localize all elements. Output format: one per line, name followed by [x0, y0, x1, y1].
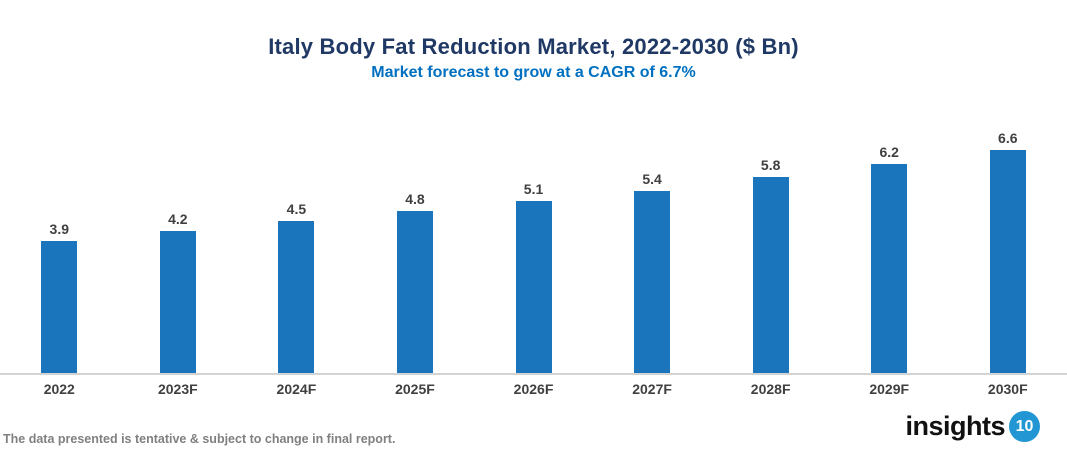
bar	[159, 231, 196, 373]
logo-text: insights	[905, 411, 1005, 441]
chart-header: Italy Body Fat Reduction Market, 2022-20…	[0, 34, 1067, 82]
bar-value-label: 3.9	[49, 221, 70, 237]
bar-column: 6.2	[830, 130, 949, 373]
bar-column: 4.5	[237, 130, 356, 373]
bar	[752, 177, 789, 373]
bar-column: 3.9	[0, 130, 119, 373]
disclaimer-text: The data presented is tentative & subjec…	[3, 432, 396, 446]
bar-value-label: 6.2	[879, 144, 899, 160]
chart-title: Italy Body Fat Reduction Market, 2022-20…	[268, 34, 799, 59]
bar-value-label: 4.8	[405, 191, 425, 207]
bar	[871, 164, 908, 373]
bar	[41, 241, 78, 373]
x-axis-label: 2024F	[276, 381, 317, 397]
bar	[515, 201, 552, 373]
insights10-logo: insights 10	[905, 411, 1040, 442]
bar-column: 5.8	[711, 130, 830, 373]
bar-value-label: 6.6	[998, 130, 1018, 146]
x-axis-label: 2029F	[869, 381, 910, 397]
bar	[989, 150, 1026, 373]
x-axis-label: 2026F	[513, 381, 554, 397]
bar-column: 5.4	[593, 130, 712, 373]
bar	[396, 211, 433, 373]
bar-value-label: 4.2	[168, 211, 188, 227]
x-axis-label: 2028F	[750, 381, 791, 397]
bar-value-label: 5.8	[760, 157, 781, 173]
bar-column: 6.6	[949, 130, 1067, 373]
x-axis-label: 2027F	[632, 381, 672, 397]
bar	[634, 191, 671, 373]
bar-column: 4.2	[119, 130, 238, 373]
bar-chart: 3.9 4.2 4.5 4.8 5.1 5.4 5.8 6.2 6.6 2022 2023F 202…	[0, 130, 1067, 397]
x-axis-line	[0, 373, 1067, 375]
bar-value-label: 5.1	[523, 181, 544, 197]
x-axis-label: 2025F	[395, 381, 435, 397]
bar	[278, 221, 315, 373]
logo-badge-10: 10	[1009, 411, 1040, 442]
bar-value-label: 5.4	[642, 171, 662, 187]
x-axis-label: 2023F	[157, 381, 198, 397]
bars-row: 3.9 4.2 4.5 4.8 5.1 5.4 5.8 6.2 6.6	[0, 130, 1067, 373]
x-axis-label: 2030F	[987, 381, 1028, 397]
chart-subtitle: Market forecast to grow at a CAGR of 6.7…	[371, 64, 696, 81]
bar-column: 4.8	[356, 130, 475, 373]
bar-column: 5.1	[474, 130, 593, 373]
x-axis-label: 2022	[43, 381, 75, 397]
x-axis-labels: 2022 2023F 2024F 2025F 2026F 2027F 2028F 2029F 2…	[0, 375, 1067, 397]
bar-value-label: 4.5	[286, 201, 307, 217]
